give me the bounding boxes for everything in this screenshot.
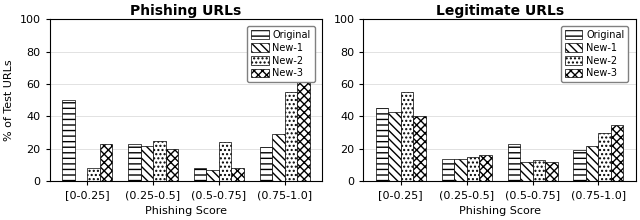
Bar (166, 149, 178, 181)
Bar (573, 150, 586, 181)
Bar (532, 160, 545, 181)
Bar (479, 155, 492, 181)
Legend: Original, New-1, New-2, New-3: Original, New-1, New-2, New-3 (561, 26, 628, 82)
Bar (260, 147, 272, 181)
Bar (586, 146, 598, 181)
Bar (62, 100, 75, 181)
Bar (454, 159, 467, 181)
X-axis label: Phishing Score: Phishing Score (145, 206, 227, 216)
Bar (508, 144, 520, 181)
Bar (401, 92, 413, 181)
Bar (298, 47, 310, 181)
Bar (87, 168, 100, 181)
Bar (219, 142, 232, 181)
Bar (611, 125, 623, 181)
Title: Legitimate URLs: Legitimate URLs (436, 4, 564, 18)
Bar (388, 112, 401, 181)
Bar (232, 168, 244, 181)
X-axis label: Phishing Score: Phishing Score (459, 206, 541, 216)
Bar (598, 133, 611, 181)
Bar (545, 162, 557, 181)
Bar (194, 168, 207, 181)
Legend: Original, New-1, New-2, New-3: Original, New-1, New-2, New-3 (247, 26, 315, 82)
Bar (285, 92, 298, 181)
Bar (272, 134, 285, 181)
Bar (128, 144, 141, 181)
Bar (376, 108, 388, 181)
Bar (207, 170, 219, 181)
Y-axis label: % of Test URLs: % of Test URLs (4, 59, 14, 141)
Bar (413, 116, 426, 181)
Bar (520, 162, 532, 181)
Bar (100, 144, 112, 181)
Bar (153, 141, 166, 181)
Bar (141, 146, 153, 181)
Title: Phishing URLs: Phishing URLs (131, 4, 242, 18)
Bar (442, 159, 454, 181)
Bar (467, 157, 479, 181)
